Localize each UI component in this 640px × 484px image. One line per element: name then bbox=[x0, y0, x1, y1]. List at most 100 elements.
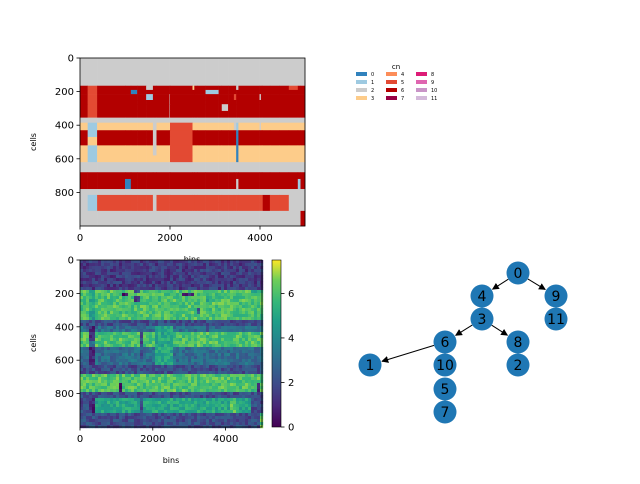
signal-pixel bbox=[206, 410, 210, 414]
signal-pixel bbox=[242, 323, 246, 327]
signal-pixel bbox=[194, 332, 198, 336]
signal-pixel bbox=[176, 359, 180, 363]
signal-pixel bbox=[104, 389, 108, 393]
signal-pixel bbox=[173, 374, 177, 378]
signal-pixel bbox=[83, 290, 87, 294]
cn-segment bbox=[238, 130, 260, 138]
signal-pixel bbox=[161, 380, 165, 384]
signal-pixel bbox=[188, 272, 192, 276]
signal-pixel bbox=[143, 299, 147, 303]
cn-segment bbox=[205, 172, 219, 180]
cn-segment bbox=[279, 110, 290, 118]
signal-pixel bbox=[251, 416, 255, 420]
signal-pixel bbox=[89, 344, 93, 348]
signal-pixel bbox=[203, 359, 207, 363]
signal-pixel bbox=[233, 281, 237, 285]
signal-pixel bbox=[170, 353, 174, 357]
signal-pixel bbox=[182, 299, 186, 303]
signal-pixel bbox=[230, 275, 234, 279]
signal-pixel bbox=[134, 263, 138, 267]
signal-pixel bbox=[80, 356, 84, 360]
signal-pixel bbox=[239, 263, 243, 267]
signal-pixel bbox=[248, 305, 252, 309]
signal-pixel bbox=[98, 332, 102, 336]
signal-pixel bbox=[233, 380, 237, 384]
signal-pixel bbox=[221, 392, 225, 396]
signal-pixel bbox=[215, 278, 219, 282]
signal-pixel bbox=[128, 389, 132, 393]
signal-pixel bbox=[248, 326, 252, 330]
cn-segment bbox=[262, 145, 271, 156]
signal-pixel bbox=[206, 320, 210, 324]
signal-pixel bbox=[80, 272, 84, 276]
signal-pixel bbox=[215, 329, 219, 333]
signal-pixel bbox=[242, 314, 246, 318]
signal-pixel bbox=[203, 377, 207, 381]
signal-pixel bbox=[86, 302, 90, 306]
signal-pixel bbox=[95, 260, 99, 264]
signal-pixel bbox=[218, 293, 222, 297]
signal-pixel bbox=[110, 350, 114, 354]
cn-segment bbox=[279, 104, 290, 112]
signal-pixel bbox=[257, 293, 261, 297]
signal-pixel bbox=[209, 413, 213, 417]
signal-pixel bbox=[101, 377, 105, 381]
signal-pixel bbox=[254, 395, 258, 399]
cn-segment bbox=[238, 136, 260, 146]
cn-segment bbox=[192, 100, 195, 105]
signal-pixel bbox=[248, 290, 252, 294]
signal-pixel bbox=[161, 383, 165, 387]
signal-pixel bbox=[113, 320, 117, 324]
cn-segment bbox=[152, 58, 157, 87]
signal-pixel bbox=[179, 395, 183, 399]
signal-pixel bbox=[155, 419, 159, 423]
cn-segment bbox=[130, 162, 138, 173]
cn-segment bbox=[137, 178, 147, 190]
signal-pixel bbox=[176, 287, 180, 291]
signal-pixel bbox=[134, 260, 138, 264]
signal-pixel bbox=[224, 317, 228, 321]
signal-pixel bbox=[173, 296, 177, 300]
signal-pixel bbox=[191, 392, 195, 396]
signal-pixel bbox=[185, 422, 189, 426]
signal-pixel bbox=[203, 263, 207, 267]
signal-pixel bbox=[209, 419, 213, 423]
signal-pixel bbox=[125, 356, 129, 360]
signal-pixel bbox=[182, 314, 186, 318]
signal-pixel bbox=[239, 368, 243, 372]
signal-pixel bbox=[167, 413, 171, 417]
signal-pixel bbox=[128, 386, 132, 390]
signal-pixel bbox=[131, 383, 135, 387]
signal-pixel bbox=[173, 386, 177, 390]
signal-pixel bbox=[206, 341, 210, 345]
signal-pixel bbox=[110, 422, 114, 426]
signal-pixel bbox=[131, 323, 135, 327]
signal-pixel bbox=[242, 329, 246, 333]
signal-pixel bbox=[113, 404, 117, 408]
signal-pixel bbox=[110, 380, 114, 384]
signal-pixel bbox=[194, 284, 198, 288]
signal-pixel bbox=[224, 335, 228, 339]
signal-pixel bbox=[131, 353, 135, 357]
signal-pixel bbox=[86, 338, 90, 342]
signal-pixel bbox=[107, 296, 111, 300]
signal-pixel bbox=[173, 335, 177, 339]
cn-segment bbox=[146, 172, 154, 180]
signal-pixel bbox=[227, 293, 231, 297]
cn-segment bbox=[125, 130, 132, 138]
cn-segment bbox=[233, 155, 237, 163]
signal-pixel bbox=[92, 335, 96, 339]
cn-segment bbox=[97, 194, 126, 203]
signal-pixel bbox=[137, 323, 141, 327]
signal-pixel bbox=[233, 260, 237, 264]
signal-pixel bbox=[101, 272, 105, 276]
signal-pixel bbox=[254, 365, 258, 369]
signal-pixel bbox=[245, 293, 249, 297]
signal-pixel bbox=[146, 386, 150, 390]
signal-pixel bbox=[209, 386, 213, 390]
cn-segment bbox=[236, 202, 239, 212]
signal-pixel bbox=[113, 326, 117, 330]
tree-node-label: 11 bbox=[547, 312, 565, 328]
signal-pixel bbox=[239, 320, 243, 324]
